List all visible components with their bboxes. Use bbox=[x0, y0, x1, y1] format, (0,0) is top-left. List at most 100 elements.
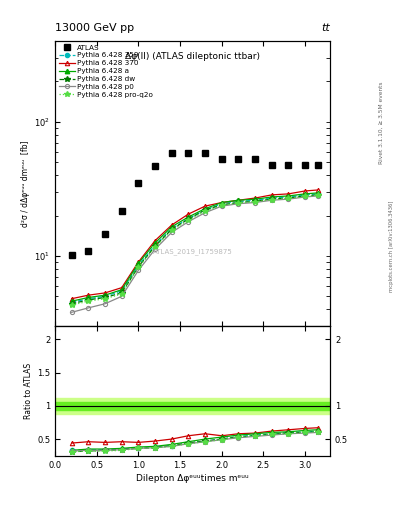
Pythia 6.428 370 bbox=[219, 200, 224, 206]
Pythia 6.428 370 bbox=[86, 292, 91, 298]
X-axis label: Dilepton Δφᵉᵘᵘtimes mᵉᵘᵘ: Dilepton Δφᵉᵘᵘtimes mᵉᵘᵘ bbox=[136, 474, 249, 483]
Pythia 6.428 p0 bbox=[219, 203, 224, 209]
Y-axis label: Ratio to ATLAS: Ratio to ATLAS bbox=[24, 363, 33, 419]
Pythia 6.428 p0 bbox=[103, 301, 107, 307]
ATLAS bbox=[153, 163, 158, 169]
Pythia 6.428 a bbox=[236, 197, 241, 203]
Pythia 6.428 pro-q2o bbox=[219, 202, 224, 208]
Pythia 6.428 dw bbox=[253, 198, 257, 204]
Pythia 6.428 a bbox=[186, 214, 191, 220]
Pythia 6.428 p0 bbox=[86, 305, 91, 311]
Pythia 6.428 p0 bbox=[69, 309, 74, 315]
Pythia 6.428 a bbox=[136, 260, 141, 266]
Pythia 6.428 359 bbox=[69, 300, 74, 306]
Pythia 6.428 a bbox=[253, 196, 257, 202]
Pythia 6.428 a bbox=[303, 191, 307, 197]
Line: Pythia 6.428 dw: Pythia 6.428 dw bbox=[69, 192, 320, 306]
Pythia 6.428 a bbox=[270, 194, 274, 200]
ATLAS bbox=[136, 180, 141, 186]
Pythia 6.428 pro-q2o bbox=[286, 196, 291, 202]
Line: Pythia 6.428 359: Pythia 6.428 359 bbox=[70, 192, 320, 305]
Pythia 6.428 359 bbox=[103, 293, 107, 300]
Pythia 6.428 a bbox=[169, 224, 174, 230]
Pythia 6.428 dw bbox=[270, 196, 274, 202]
Pythia 6.428 p0 bbox=[153, 246, 158, 252]
Line: ATLAS: ATLAS bbox=[68, 151, 321, 258]
ATLAS bbox=[315, 161, 320, 167]
Line: Pythia 6.428 a: Pythia 6.428 a bbox=[70, 190, 320, 304]
Pythia 6.428 pro-q2o bbox=[136, 264, 141, 270]
Pythia 6.428 a bbox=[286, 193, 291, 199]
ATLAS bbox=[203, 151, 208, 157]
Pythia 6.428 dw bbox=[236, 200, 241, 206]
Pythia 6.428 a bbox=[219, 200, 224, 206]
Pythia 6.428 p0 bbox=[119, 293, 124, 300]
Pythia 6.428 p0 bbox=[315, 193, 320, 199]
Pythia 6.428 p0 bbox=[236, 201, 241, 207]
Pythia 6.428 359 bbox=[253, 197, 257, 203]
Pythia 6.428 359 bbox=[186, 216, 191, 222]
Pythia 6.428 pro-q2o bbox=[270, 197, 274, 203]
Pythia 6.428 370 bbox=[270, 192, 274, 198]
ATLAS bbox=[186, 151, 191, 157]
Line: Pythia 6.428 370: Pythia 6.428 370 bbox=[70, 188, 320, 301]
Legend: ATLAS, Pythia 6.428 359, Pythia 6.428 370, Pythia 6.428 a, Pythia 6.428 dw, Pyth: ATLAS, Pythia 6.428 359, Pythia 6.428 37… bbox=[57, 43, 155, 99]
Bar bbox=[55, 398, 330, 414]
Pythia 6.428 370 bbox=[153, 238, 158, 244]
ATLAS bbox=[303, 161, 307, 167]
ATLAS bbox=[286, 161, 291, 167]
Pythia 6.428 359 bbox=[303, 192, 307, 198]
Pythia 6.428 359 bbox=[136, 262, 141, 268]
Pythia 6.428 dw bbox=[219, 202, 224, 208]
ATLAS bbox=[270, 161, 274, 167]
Pythia 6.428 370 bbox=[315, 187, 320, 193]
Pythia 6.428 359 bbox=[153, 242, 158, 248]
Pythia 6.428 359 bbox=[219, 201, 224, 207]
Pythia 6.428 dw bbox=[136, 264, 141, 270]
Pythia 6.428 p0 bbox=[270, 197, 274, 203]
Pythia 6.428 p0 bbox=[253, 200, 257, 206]
Pythia 6.428 pro-q2o bbox=[169, 227, 174, 233]
Pythia 6.428 359 bbox=[270, 195, 274, 201]
Pythia 6.428 359 bbox=[86, 295, 91, 302]
Pythia 6.428 pro-q2o bbox=[186, 217, 191, 223]
Pythia 6.428 370 bbox=[303, 188, 307, 194]
Pythia 6.428 359 bbox=[169, 225, 174, 231]
Pythia 6.428 370 bbox=[286, 191, 291, 197]
Bar bbox=[55, 402, 330, 410]
Pythia 6.428 a bbox=[86, 294, 91, 301]
Pythia 6.428 359 bbox=[286, 194, 291, 200]
Pythia 6.428 370 bbox=[119, 285, 124, 291]
Line: Pythia 6.428 p0: Pythia 6.428 p0 bbox=[70, 194, 320, 314]
Pythia 6.428 pro-q2o bbox=[69, 302, 74, 308]
Pythia 6.428 pro-q2o bbox=[203, 208, 208, 215]
Y-axis label: d²σ / dΔφᵉᵘᵘ dmᵉᵘᵘ  [fb]: d²σ / dΔφᵉᵘᵘ dmᵉᵘᵘ [fb] bbox=[21, 140, 30, 227]
Pythia 6.428 p0 bbox=[169, 229, 174, 236]
Pythia 6.428 dw bbox=[153, 243, 158, 249]
Pythia 6.428 pro-q2o bbox=[236, 200, 241, 206]
ATLAS bbox=[219, 156, 224, 162]
ATLAS bbox=[236, 156, 241, 162]
Text: ATLAS_2019_I1759875: ATLAS_2019_I1759875 bbox=[153, 248, 232, 255]
Pythia 6.428 dw bbox=[69, 301, 74, 307]
Pythia 6.428 dw bbox=[303, 193, 307, 199]
ATLAS bbox=[169, 151, 174, 157]
Pythia 6.428 pro-q2o bbox=[86, 298, 91, 304]
Text: tt: tt bbox=[321, 23, 330, 33]
Pythia 6.428 370 bbox=[203, 203, 208, 209]
ATLAS bbox=[69, 252, 74, 258]
ATLAS bbox=[253, 156, 257, 162]
Text: 13000 GeV pp: 13000 GeV pp bbox=[55, 23, 134, 33]
Pythia 6.428 370 bbox=[236, 197, 241, 203]
Pythia 6.428 dw bbox=[203, 207, 208, 213]
Pythia 6.428 370 bbox=[186, 211, 191, 217]
Pythia 6.428 a bbox=[103, 292, 107, 298]
Text: Δφ(ll) (ATLAS dileptonic ttbar): Δφ(ll) (ATLAS dileptonic ttbar) bbox=[125, 52, 260, 61]
Pythia 6.428 p0 bbox=[286, 196, 291, 202]
Pythia 6.428 a bbox=[153, 240, 158, 246]
Line: Pythia 6.428 pro-q2o: Pythia 6.428 pro-q2o bbox=[69, 193, 320, 308]
Pythia 6.428 359 bbox=[315, 191, 320, 197]
Pythia 6.428 359 bbox=[119, 288, 124, 294]
Pythia 6.428 dw bbox=[103, 294, 107, 301]
Pythia 6.428 p0 bbox=[136, 267, 141, 273]
